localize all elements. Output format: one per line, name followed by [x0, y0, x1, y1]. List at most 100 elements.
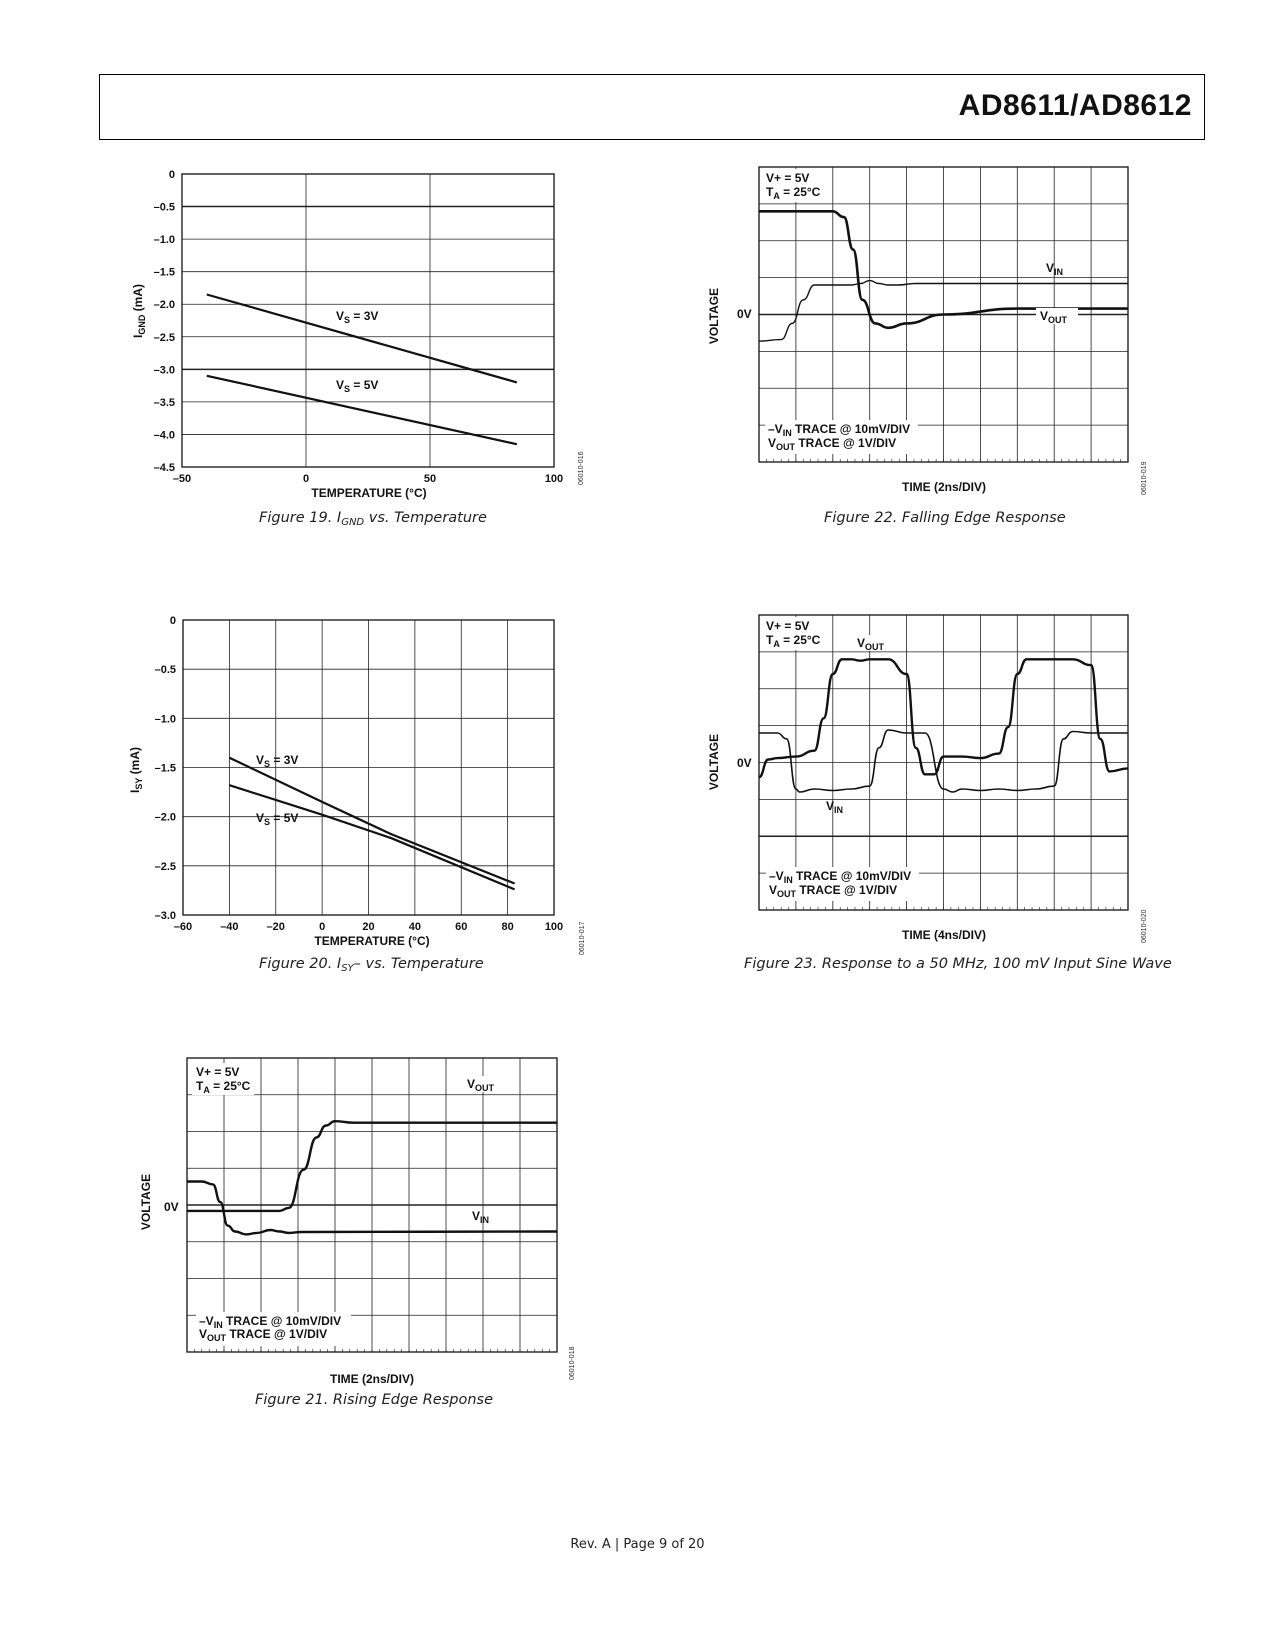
y-tick-label: –1.0	[154, 234, 175, 246]
x-tick-label: –60	[174, 921, 192, 933]
conditions-box: V+ = 5V TA = 25°C	[192, 1063, 254, 1095]
y-tick-label: –0.5	[155, 664, 176, 676]
trace-note: –VIN TRACE @ 10mV/DIV VOUT TRACE @ 1V/DI…	[765, 420, 918, 454]
x-tick-label: 60	[455, 921, 467, 933]
svg-text:VOUT TRACE @ 1V/DIV: VOUT TRACE @ 1V/DIV	[199, 1327, 327, 1343]
y-tick-label: –3.0	[154, 364, 175, 376]
vout-label: VOUT	[465, 1076, 505, 1093]
figure-code: 06010-017	[579, 921, 586, 955]
svg-text:VOUT: VOUT	[1040, 309, 1068, 325]
y-tick-label: –2.5	[155, 861, 176, 873]
plot-frame	[758, 166, 1129, 463]
figure-code: 06010-018	[569, 1346, 576, 1380]
series-line-b	[758, 729, 1128, 793]
y-axis-label: VOLTAGE	[707, 734, 721, 790]
series-line-b	[229, 784, 516, 891]
series-label-vs3: VS = 3V	[256, 753, 298, 769]
y-tick-label: –4.5	[154, 462, 175, 474]
x-tick-label: 50	[424, 473, 436, 485]
y-tick-label: 0	[170, 615, 176, 627]
series-line-a	[758, 210, 1128, 330]
y-tick-label: –1.0	[155, 713, 176, 725]
y-tick-label: –2.0	[154, 299, 175, 311]
svg-text:VOUT: VOUT	[467, 1077, 495, 1093]
y-tick-label: –1.5	[154, 267, 175, 279]
y-axis-label: ISY (mA)	[128, 747, 144, 793]
svg-text:TA = 25°C: TA = 25°C	[766, 185, 821, 201]
series-line-a	[758, 658, 1129, 779]
y-axis-label: IGND (mA)	[131, 284, 147, 338]
svg-text:V+ = 5V: V+ = 5V	[766, 619, 809, 633]
vout-label: VOUT	[855, 635, 895, 652]
plot-frame	[181, 173, 555, 468]
figure-19-caption: Figure 19. IGND vs. Temperature	[259, 510, 487, 528]
zero-volt-label: 0V	[737, 756, 752, 770]
figure-22-caption: Figure 22. Falling Edge Response	[824, 510, 1066, 526]
x-axis-label: TIME (2ns/DIV)	[902, 480, 986, 494]
figure-code: 06010-019	[1141, 461, 1148, 495]
x-tick-label: –50	[173, 473, 191, 485]
vin-label: VIN	[826, 799, 843, 815]
x-axis-label: TIME (4ns/DIV)	[902, 928, 986, 942]
svg-text:VOUT TRACE @ 1V/DIV: VOUT TRACE @ 1V/DIV	[768, 436, 896, 452]
header-title: AD8611/AD8612	[958, 89, 1192, 122]
series-line-b	[186, 1180, 558, 1236]
vout-label: VOUT	[1036, 308, 1078, 325]
figure-code: 06010-020	[1141, 909, 1148, 943]
figure-21-caption: Figure 21. Rising Edge Response	[255, 1392, 494, 1408]
trace-note: –VIN TRACE @ 10mV/DIV VOUT TRACE @ 1V/DI…	[766, 867, 919, 901]
series-line-b	[206, 374, 518, 446]
svg-text:V+ = 5V: V+ = 5V	[766, 171, 809, 185]
figure-23-caption: Figure 23. Response to a 50 MHz, 100 mV …	[744, 956, 1172, 972]
page-header: AD8611/AD8612	[99, 74, 1205, 140]
vin-label: VIN	[472, 1209, 489, 1225]
x-tick-label: –40	[220, 921, 238, 933]
x-tick-label: 0	[303, 473, 309, 485]
figure-20-chart: –60 –40 –20 0 20 40 60 80 100 0 –0.5 –1.0 –1.5 –2.0 –2…	[128, 615, 586, 955]
y-axis-label: VOLTAGE	[139, 1174, 153, 1230]
zero-volt-label: 0V	[164, 1200, 179, 1214]
x-axis-label: TEMPERATURE (°C)	[311, 486, 426, 500]
y-axis-label: VOLTAGE	[707, 288, 721, 344]
x-tick-label: 100	[545, 921, 563, 933]
plot-frame	[758, 614, 1129, 911]
figure-21-chart: VOLTAGE 0V TIME (2ns/DIV) V+ = 5V TA = 2…	[139, 1057, 576, 1386]
y-tick-label: –2.5	[154, 332, 175, 344]
figure-22-chart: VOLTAGE 0V TIME (2ns/DIV) V+ = 5V TA = 2…	[707, 166, 1148, 495]
figure-code: 06010-016	[578, 451, 585, 485]
series-label-vs5: VS = 5V	[336, 378, 378, 394]
x-tick-label: 20	[362, 921, 374, 933]
x-axis-label: TEMPERATURE (°C)	[314, 934, 429, 948]
vin-label: VIN	[1046, 261, 1063, 277]
y-tick-label: –1.5	[155, 763, 176, 775]
y-tick-label: 0	[169, 169, 175, 181]
y-tick-label: –3.5	[154, 397, 175, 409]
figure-23-chart: VOLTAGE 0V TIME (4ns/DIV) V+ = 5V TA = 2…	[707, 614, 1148, 943]
series-line-a	[206, 293, 518, 384]
y-tick-label: –2.0	[155, 812, 176, 824]
x-tick-label: 100	[545, 473, 563, 485]
page-footer: Rev. A | Page 9 of 20	[570, 1537, 705, 1552]
plot-frame	[186, 1057, 558, 1353]
trace-note: –VIN TRACE @ 10mV/DIV VOUT TRACE @ 1V/DI…	[196, 1312, 351, 1346]
figure-20-caption: Figure 20. ISY– vs. Temperature	[259, 956, 484, 974]
figure-19-chart: –50 0 50 100 0 –0.5 –1.0 –1.5 –2.0 –2.5 –3.0 –3.5 –4…	[131, 169, 585, 500]
svg-text:V+ = 5V: V+ = 5V	[196, 1065, 239, 1079]
series-label-vs5: VS = 5V	[256, 811, 298, 827]
conditions-box: V+ = 5V TA = 25°C	[762, 169, 828, 202]
series-label-vs3: VS = 3V	[336, 309, 378, 325]
x-axis-label: TIME (2ns/DIV)	[330, 1372, 414, 1386]
x-tick-label: 40	[409, 921, 421, 933]
plot-frame	[182, 619, 555, 916]
y-tick-label: –4.0	[154, 429, 175, 441]
svg-text:–VIN TRACE @ 10mV/DIV: –VIN TRACE @ 10mV/DIV	[769, 869, 911, 885]
y-tick-label: –3.0	[155, 910, 176, 922]
series-line-a	[228, 756, 516, 885]
svg-text:–VIN TRACE @ 10mV/DIV: –VIN TRACE @ 10mV/DIV	[199, 1314, 341, 1330]
x-tick-label: 80	[502, 921, 514, 933]
svg-text:VOUT: VOUT	[857, 636, 885, 652]
y-tick-label: –0.5	[154, 202, 175, 214]
x-tick-label: 0	[319, 921, 325, 933]
svg-text:VOUT TRACE @ 1V/DIV: VOUT TRACE @ 1V/DIV	[769, 883, 897, 899]
svg-text:–VIN TRACE @ 10mV/DIV: –VIN TRACE @ 10mV/DIV	[768, 422, 910, 438]
